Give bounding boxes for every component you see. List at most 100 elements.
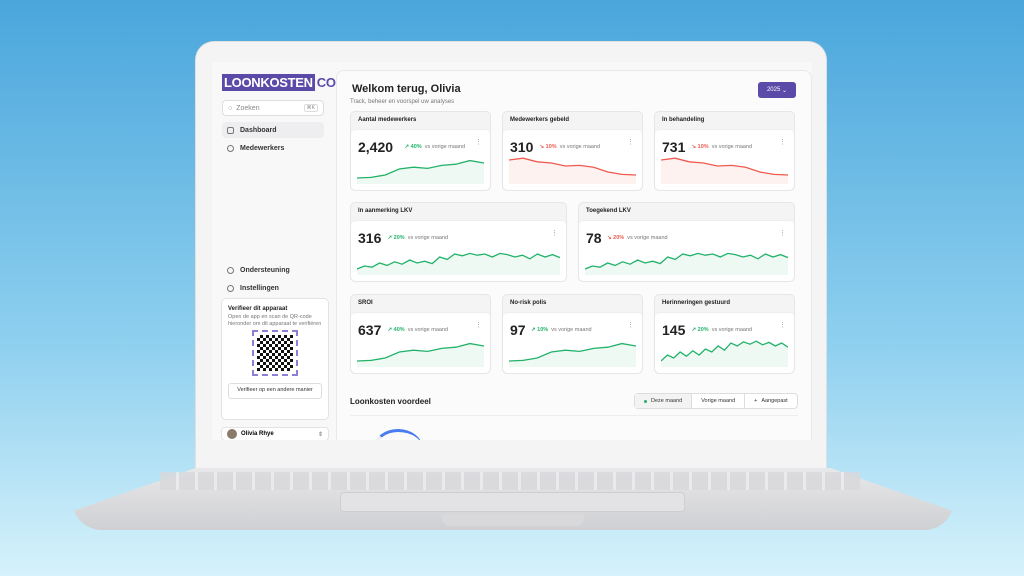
sparkline-area xyxy=(585,253,788,275)
sparkline-line xyxy=(357,342,484,362)
sparkline-area xyxy=(509,343,636,367)
sparkline-line xyxy=(509,157,636,176)
gauge-chart xyxy=(373,429,423,440)
stat-card: In behandeling 731 ↘ 10% vs vorige maand… xyxy=(654,111,795,191)
card-value: 316 xyxy=(358,230,382,246)
trend-up-icon: ↗ xyxy=(691,327,697,333)
stat-card: No-risk polis 97 ↗ 10% vs vorige maand ⋮ xyxy=(502,294,643,374)
trend-down-icon: ↘ xyxy=(539,144,545,150)
sparkline xyxy=(661,340,788,367)
card-change: ↗ 10% vs vorige maand xyxy=(531,327,592,333)
avatar xyxy=(227,429,237,439)
sparkline xyxy=(357,252,560,275)
card-value: 731 xyxy=(662,139,686,155)
card-change: ↗ 20% vs vorige maand xyxy=(387,235,449,241)
stat-card: Medewerkers gebeld 310 ↘ 10% vs vorige m… xyxy=(502,111,643,191)
card-body: 637 ↗ 40% vs vorige maand ⋮ xyxy=(351,312,490,373)
sidebar-item-medewerkers[interactable]: Medewerkers xyxy=(222,140,324,156)
trackpad xyxy=(340,492,685,512)
trend-up-icon: ↗ xyxy=(531,327,536,333)
verify-title: Verifieer dit apparaat xyxy=(228,306,288,312)
chart-icon xyxy=(227,126,234,134)
user-menu[interactable]: Olivia Rhye ⇕ xyxy=(221,427,329,440)
filter-aangepast[interactable]: + Aangepast xyxy=(754,398,788,404)
card-title: Aantal medewerkers xyxy=(358,117,417,123)
sparkline-line xyxy=(509,342,636,362)
verify-other-way-button[interactable]: Verifieer op een andere manier xyxy=(228,383,322,399)
verify-text: Open de app en scan de QR-code hieronder… xyxy=(228,313,322,328)
filter-deze-maand[interactable]: Deze maand xyxy=(635,394,693,408)
stat-card: Aantal medewerkers 2,420 ↗ 40% vs vorige… xyxy=(350,111,491,191)
card-change: ↘ 10% vs vorige maand xyxy=(539,144,601,150)
sparkline xyxy=(357,342,484,367)
more-icon[interactable]: ⋮ xyxy=(779,139,786,146)
card-value: 310 xyxy=(510,139,534,155)
sparkline-area xyxy=(357,343,484,367)
search-icon: ○ xyxy=(228,104,233,112)
more-icon[interactable]: ⋮ xyxy=(627,322,634,329)
card-title: Medewerkers gebeld xyxy=(510,117,570,123)
card-body: 316 ↗ 20% vs vorige maand ⋮ xyxy=(351,220,566,281)
more-icon[interactable]: ⋮ xyxy=(551,230,558,237)
laptop-notch xyxy=(442,514,584,526)
sparkline-area xyxy=(661,341,788,367)
active-dot-icon xyxy=(644,399,647,403)
card-title: SROI xyxy=(358,300,373,306)
sparkline-area xyxy=(357,160,484,184)
year-select[interactable]: 2025 ⌄ xyxy=(758,82,796,98)
trend-down-icon: ↘ xyxy=(691,144,697,150)
more-icon[interactable]: ⋮ xyxy=(627,139,634,146)
stat-card: In aanmerking LKV 316 ↗ 20% vs vorige ma… xyxy=(350,202,567,282)
sparkline-line xyxy=(661,157,788,176)
trend-up-icon: ↗ xyxy=(387,235,393,241)
card-change: ↘ 20% vs vorige maand xyxy=(607,235,668,241)
sparkline xyxy=(661,157,788,184)
shortcut-badge: ⌘K xyxy=(303,104,318,112)
more-icon[interactable]: ⋮ xyxy=(475,322,482,329)
stat-card: Toegekend LKV 78 ↘ 20% vs vorige maand ⋮ xyxy=(578,202,795,282)
card-value: 2,420 xyxy=(358,139,394,155)
sidebar-item-dashboard[interactable]: Dashboard xyxy=(222,122,324,138)
sidebar-item-instellingen[interactable]: Instellingen xyxy=(222,280,324,296)
card-title: In aanmerking LKV xyxy=(358,208,413,214)
trend-up-icon: ↗ xyxy=(404,144,410,150)
gear-icon xyxy=(227,284,234,292)
filter-vorige-maand[interactable]: Vorige maand xyxy=(692,394,746,408)
search-input[interactable]: ○ Zoeken ⌘K xyxy=(222,100,324,116)
card-value: 145 xyxy=(662,322,686,338)
card-title: Toegekend LKV xyxy=(586,208,631,214)
plus-icon: + xyxy=(754,398,758,404)
trend-up-icon: ↗ xyxy=(387,327,393,333)
lifebuoy-icon xyxy=(227,266,234,274)
sparkline xyxy=(509,157,636,184)
qr-code xyxy=(252,330,298,377)
more-icon[interactable]: ⋮ xyxy=(779,322,786,329)
card-change: ↘ 10% vs vorige maand xyxy=(691,144,753,150)
card-value: 78 xyxy=(586,230,602,246)
stat-card: SROI 637 ↗ 40% vs vorige maand ⋮ xyxy=(350,294,491,374)
card-change: ↗ 20% vs vorige maand xyxy=(691,327,753,333)
more-icon[interactable]: ⋮ xyxy=(475,139,482,146)
more-icon[interactable]: ⋮ xyxy=(779,230,786,237)
page-subtitle: Track, beheer en voorspel uw analyses xyxy=(350,99,455,105)
verify-device-card: Verifieer dit apparaat Open de app en sc… xyxy=(221,298,329,420)
card-title: Herinneringen gestuurd xyxy=(662,300,731,306)
sparkline xyxy=(357,159,484,184)
sparkline-area xyxy=(509,158,636,184)
trend-down-icon: ↘ xyxy=(607,235,612,241)
sidebar-item-ondersteuning[interactable]: Ondersteuning xyxy=(222,262,324,278)
sparkline-area xyxy=(357,253,560,275)
card-title: No-risk polis xyxy=(510,300,547,306)
divider xyxy=(350,415,798,416)
sparkline-line xyxy=(585,252,788,270)
keyboard xyxy=(160,472,860,490)
stat-card: Herinneringen gestuurd 145 ↗ 20% vs vori… xyxy=(654,294,795,374)
sparkline-line xyxy=(661,340,788,362)
card-title: In behandeling xyxy=(662,117,705,123)
logo[interactable]: LOONKOSTENCONTROL xyxy=(222,74,379,91)
card-body: 145 ↗ 20% vs vorige maand ⋮ xyxy=(655,312,794,373)
app-screen: LOONKOSTENCONTROL ○Zoeken⌘K Dashboard Me… xyxy=(212,62,812,440)
card-body: 78 ↘ 20% vs vorige maand ⋮ xyxy=(579,220,794,281)
chevron-updown-icon: ⇕ xyxy=(317,431,323,438)
card-change: ↗ 40% vs vorige maand xyxy=(404,144,466,150)
